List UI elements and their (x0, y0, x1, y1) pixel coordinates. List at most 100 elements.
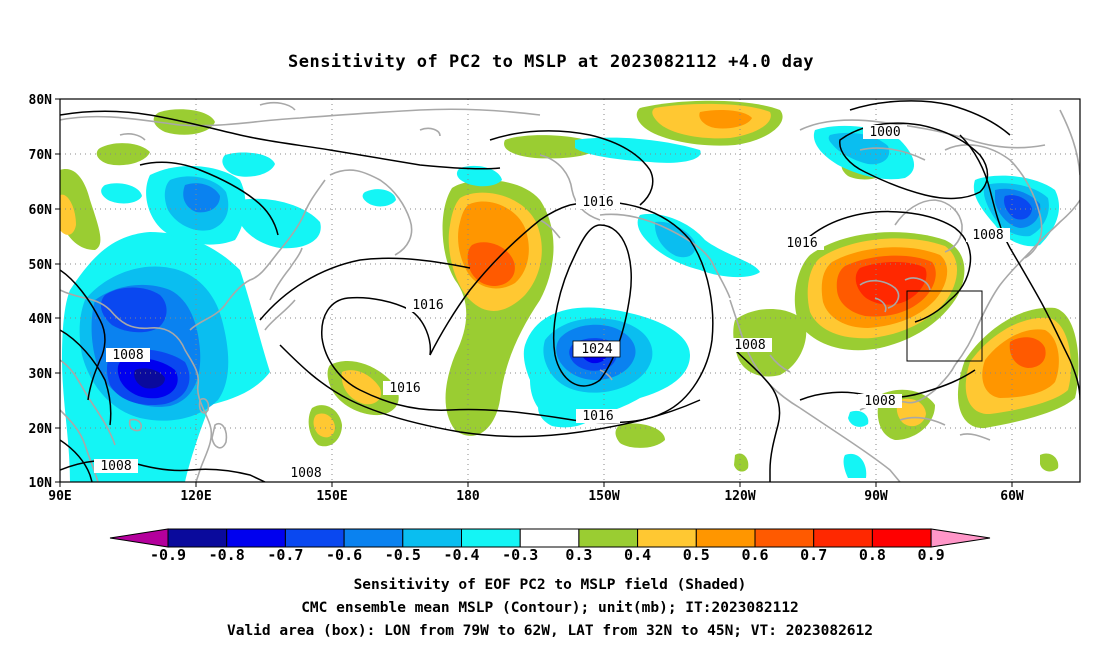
lon-label-150e: 150E (316, 489, 347, 504)
map-ticks (55, 98, 1013, 487)
colorbar-label-m09: -0.9 (150, 546, 186, 564)
valid-area-box (906, 290, 983, 362)
lon-label-150w: 150W (588, 489, 619, 504)
contour-1000 (839, 122, 989, 200)
coast-china-korea (189, 179, 326, 331)
shade-neg-cyan-h (843, 453, 867, 478)
colorbar: -0.9 -0.8 -0.7 -0.6 -0.5 -0.4 -0.3 0.3 0… (109, 528, 991, 564)
colorbar-segment-06 (754, 528, 815, 548)
contour-label-1008-south: 1008 (290, 466, 321, 481)
contour-1016-south (279, 344, 701, 438)
lat-label-30n: 30N (29, 367, 53, 382)
contour-1024-central-pacific (552, 224, 632, 387)
coast-hainan (128, 418, 143, 432)
colorbar-label-m07: -0.7 (267, 546, 303, 564)
coast-cuba (899, 416, 946, 426)
coast-bc-west-us (729, 299, 801, 409)
caption-line-2: CMC ensemble mean MSLP (Contour); unit(m… (301, 600, 799, 616)
colorbar-segment-07 (813, 528, 873, 548)
map-frame (59, 98, 1081, 483)
contour-1008-siberia (139, 161, 279, 236)
shade-neg-greenland-blue2 (1004, 195, 1032, 220)
colorbar-segment-04 (637, 528, 697, 548)
coast-arctic-canada (799, 119, 1046, 149)
contour-1008-east-asia (60, 269, 106, 401)
coast-arctic-islands (119, 102, 441, 141)
contour-1008-north-pacific (60, 110, 501, 170)
contour-label-1016-southeast: 1016 (582, 409, 613, 424)
lon-label-120w: 120W (724, 489, 755, 504)
colorbar-label-m06: -0.6 (326, 546, 362, 564)
contour-label-1008-indochina: 1008 (100, 459, 131, 474)
shade-pos-yellow-8 (313, 413, 335, 438)
colorbar-segment-m09 (167, 528, 228, 548)
coast-great-lakes (859, 277, 931, 313)
caption-line-3: Valid area (box): LON from 79W to 62W, L… (227, 623, 873, 639)
contour-label-1008-gulf: 1008 (864, 394, 895, 409)
latitude-labels: 80N 70N 60N 50N 40N 30N 20N 10N (29, 93, 53, 491)
coast-bering (539, 154, 601, 221)
lon-label-60w: 60W (1000, 489, 1024, 504)
figure-captions: Sensitivity of EOF PC2 to MSLP field (Sh… (227, 577, 873, 639)
coast-okhotsk (329, 169, 413, 256)
colorbar-label-09: 0.9 (918, 546, 945, 564)
coast-siberia-north (60, 108, 541, 127)
contour-1016-north-america (799, 210, 972, 323)
coast-aleutians (539, 219, 561, 239)
shade-neg-cyan-a (236, 198, 321, 249)
contour-1016-loop (429, 204, 571, 356)
coast-mexico (799, 407, 901, 482)
map-plot-area: 1000 1008 1008 1008 1008 1008 1016 1016 … (29, 93, 1081, 504)
colorbar-label-m08: -0.8 (209, 546, 245, 564)
contour-label-1008-greenland: 1008 (972, 228, 1003, 243)
colorbar-segment-m07 (284, 528, 345, 548)
shade-pos-atlantic-red (1009, 337, 1046, 368)
negative-sensitivity-shading (62, 125, 1060, 482)
colorbar-segment-m06 (343, 528, 404, 548)
contour-label-1016-north: 1016 (582, 195, 613, 210)
coast-alaska (599, 213, 731, 299)
coast-greenland-east (1059, 109, 1080, 176)
colorbar-label-08: 0.8 (859, 546, 886, 564)
contour-1016-aleutian (489, 130, 654, 206)
colorbar-over-triangle (930, 528, 991, 548)
coast-taiwan (198, 397, 210, 414)
shade-neg-cyan-f (456, 165, 502, 187)
lat-label-10n: 10N (29, 476, 53, 491)
shade-neg-cyan-g (362, 189, 396, 207)
contour-label-1008-west-us: 1008 (734, 338, 765, 353)
contour-label-1008-china: 1008 (112, 348, 143, 363)
colorbar-segment-m03-03 (519, 528, 580, 548)
coast-us-east (954, 251, 1031, 366)
shade-neg-eastasia-blue2 (100, 287, 167, 333)
mslp-contours (60, 100, 1080, 482)
longitude-labels: 90E 120E 150E 180 150W 120W 90W 60W (48, 489, 1024, 504)
colorbar-label-04: 0.4 (624, 546, 651, 564)
coast-arctic-canada-2 (859, 147, 926, 161)
contour-1008-arctic-east (849, 100, 1011, 136)
shade-neg-arctic-lightblue (828, 132, 890, 165)
colorbar-segment-m05 (402, 528, 462, 548)
shade-neg-cyan-i (848, 410, 869, 427)
shade-pos-arctic-orange (699, 110, 752, 129)
colorbar-label-03: 0.3 (565, 546, 592, 564)
shade-pos-green-2 (96, 143, 150, 166)
contour-label-1000: 1000 (869, 125, 900, 140)
shade-neg-cyan-e (575, 137, 701, 163)
lat-label-70n: 70N (29, 148, 53, 163)
contour-label-1024: 1024 (581, 342, 612, 357)
shade-pos-green-14 (1040, 453, 1059, 472)
colorbar-label-07: 0.7 (800, 546, 827, 564)
contour-1008-china (60, 329, 112, 426)
shade-pos-greatlakes-red2 (855, 262, 927, 305)
positive-sensitivity-shading (60, 100, 1079, 472)
coast-east-asia (60, 289, 213, 482)
lat-label-80n: 80N (29, 93, 53, 108)
shade-neg-eastasia-darkest (134, 368, 165, 389)
coast-philippines (211, 423, 228, 449)
lat-label-60n: 60N (29, 203, 53, 218)
colorbar-segment-m04 (461, 528, 521, 548)
coast-baja (769, 354, 791, 373)
contour-1008-arctic (959, 134, 1080, 401)
